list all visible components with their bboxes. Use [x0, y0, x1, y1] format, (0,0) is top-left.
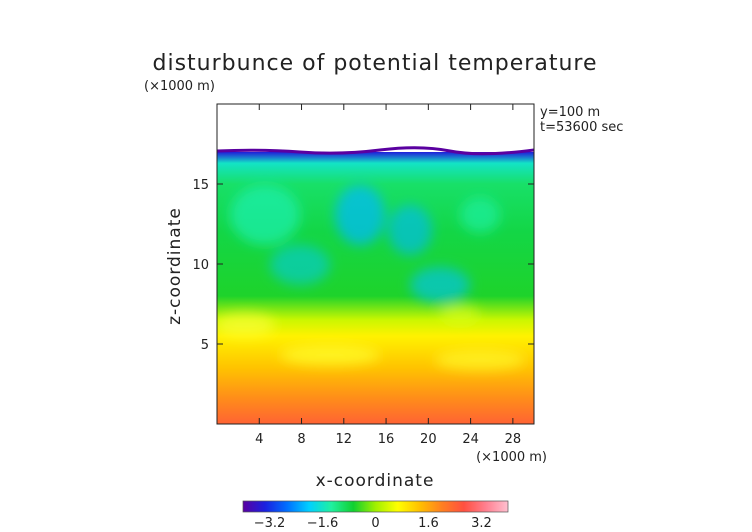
y-axis-title: z-coordinate	[165, 207, 185, 325]
x-axis: 4 8 12 16 20 24 28	[255, 104, 521, 447]
x-tick-label: 24	[462, 432, 479, 447]
chart-title: disturbunce of potential temperature	[153, 51, 598, 76]
x-tick-label: 20	[420, 432, 437, 447]
x-tick-label: 4	[255, 432, 263, 447]
eddy-10	[435, 350, 525, 370]
eddy-8	[440, 306, 480, 324]
eddy-7	[217, 313, 275, 337]
eddy-4	[460, 197, 500, 233]
eddy-6	[410, 267, 470, 303]
colorbar-tick-label: 0	[371, 516, 379, 531]
colorbar-tick-label: −3.2	[254, 516, 286, 531]
eddy-5	[270, 245, 330, 285]
eddy-1	[230, 185, 300, 245]
annotations: y=100 mt=53600 sec	[540, 105, 623, 135]
annotation-1: y=100 m	[540, 105, 600, 120]
colorbar-tick-label: −1.6	[307, 516, 339, 531]
x-tick-label: 28	[505, 432, 522, 447]
y-tick-label: 5	[201, 338, 209, 353]
y-unit-label: (×1000 m)	[144, 79, 215, 94]
x-tick-label: 8	[297, 432, 305, 447]
y-tick-label: 10	[192, 258, 209, 273]
y-tick-label: 15	[192, 178, 209, 193]
colorbar-tick-label: 1.6	[418, 516, 439, 531]
x-tick-label: 16	[378, 432, 395, 447]
x-unit-label: (×1000 m)	[476, 450, 547, 465]
colorbar-ticks: −3.2 −1.6 0 1.6 3.2	[254, 516, 492, 531]
colorbar	[242, 500, 509, 513]
colorbar-tick-label: 3.2	[471, 516, 492, 531]
eddy-2	[335, 185, 385, 245]
eddy-layer	[217, 185, 525, 370]
annotation-2: t=53600 sec	[540, 120, 623, 135]
plot-area	[217, 146, 534, 424]
x-axis-title: x-coordinate	[316, 471, 435, 491]
y-axis: 5 10 15	[192, 178, 534, 353]
eddy-9	[280, 345, 380, 365]
eddy-3	[388, 205, 432, 255]
top-boundary-line	[217, 146, 534, 156]
x-tick-label: 12	[336, 432, 353, 447]
